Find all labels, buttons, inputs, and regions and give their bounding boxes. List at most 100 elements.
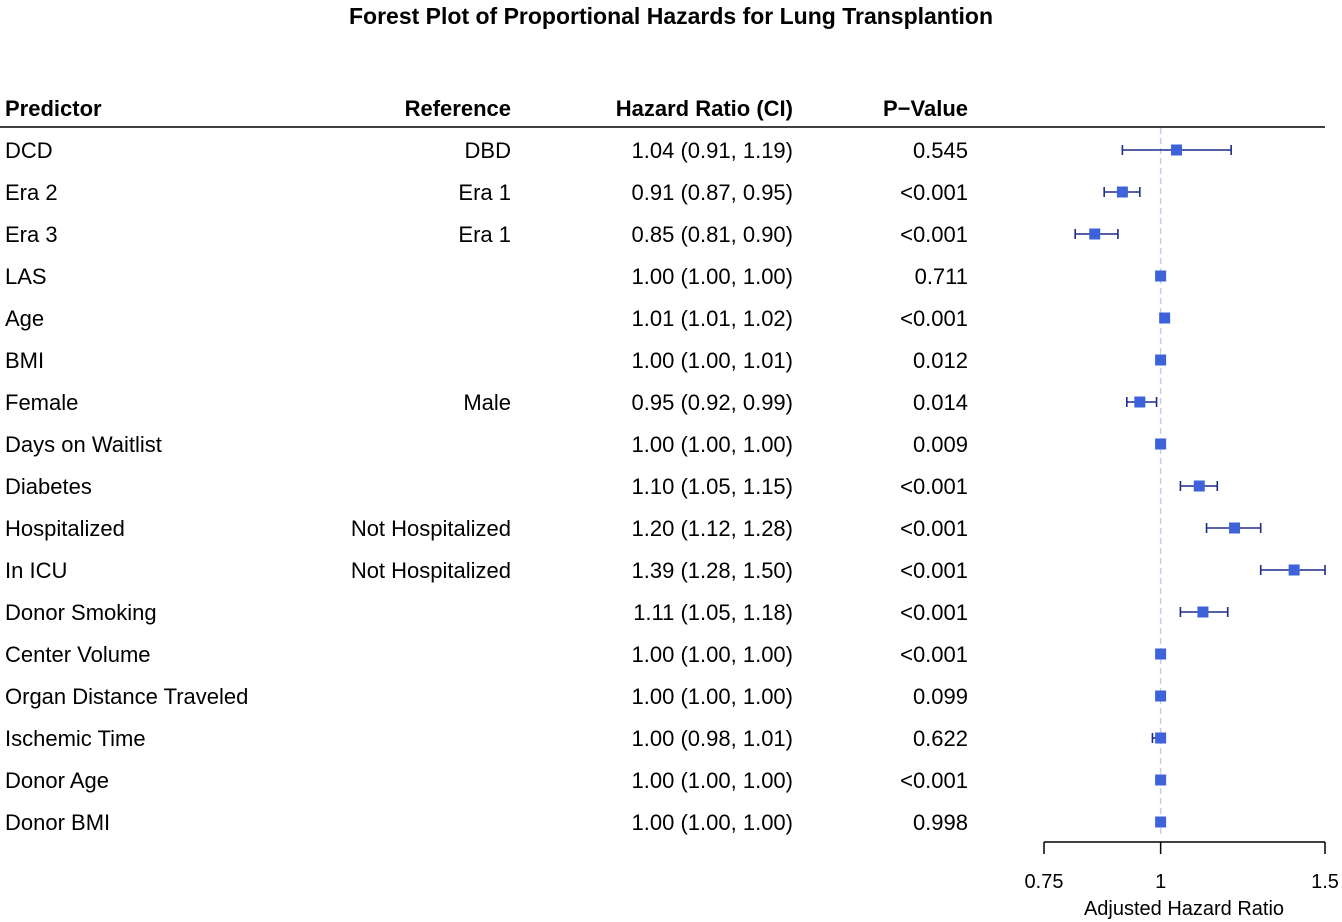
p-value-cell: 0.009	[913, 432, 968, 457]
p-value-cell: <0.001	[900, 768, 968, 793]
hazard-ratio-cell: 1.00 (1.00, 1.00)	[632, 264, 793, 289]
hazard-ratio-point	[1155, 354, 1167, 366]
table-row: Hospitalized Not Hospitalized 1.20 (1.12, …	[5, 516, 968, 541]
predictor-cell: DCD	[5, 138, 53, 163]
p-value-cell: 0.622	[913, 726, 968, 751]
predictor-cell: Diabetes	[5, 474, 92, 499]
x-axis: 0.75 1 1.5 Adjusted Hazard Ratio	[1025, 841, 1339, 920]
table-row: Donor Smoking 1.11 (1.05, 1.18) <0.001	[5, 600, 968, 625]
hazard-ratio-point	[1155, 816, 1167, 828]
predictor-cell: Center Volume	[5, 642, 151, 667]
predictor-cell: Donor Age	[5, 768, 109, 793]
p-value-cell: <0.001	[900, 474, 968, 499]
predictor-cell: Era 2	[5, 180, 58, 205]
chart-title: Forest Plot of Proportional Hazards for …	[349, 3, 993, 29]
predictor-cell: BMI	[5, 348, 44, 373]
hazard-ratio-cell: 1.01 (1.01, 1.02)	[632, 306, 793, 331]
hazard-ratio-cell: 1.00 (1.00, 1.01)	[632, 348, 793, 373]
p-value-cell: 0.998	[913, 810, 968, 835]
hazard-ratio-point	[1116, 186, 1128, 198]
table-row: Donor Age 1.00 (1.00, 1.00) <0.001	[5, 768, 968, 793]
predictor-cell: Organ Distance Traveled	[5, 684, 248, 709]
hazard-ratio-cell: 0.85 (0.81, 0.90)	[632, 222, 793, 247]
table-row: Era 3 Era 1 0.85 (0.81, 0.90) <0.001	[5, 222, 968, 247]
table-row: Era 2 Era 1 0.91 (0.87, 0.95) <0.001	[5, 180, 968, 205]
reference-cell: Male	[463, 390, 511, 415]
header-predictor: Predictor	[5, 96, 102, 121]
hazard-ratio-point	[1171, 144, 1183, 156]
table-row: DCD DBD 1.04 (0.91, 1.19) 0.545	[5, 138, 968, 163]
predictor-cell: Ischemic Time	[5, 726, 146, 751]
hazard-ratio-cell: 1.00 (1.00, 1.00)	[632, 810, 793, 835]
predictor-cell: Era 3	[5, 222, 58, 247]
p-value-cell: <0.001	[900, 222, 968, 247]
hazard-ratio-point	[1159, 312, 1171, 324]
hazard-ratio-cell: 0.95 (0.92, 0.99)	[632, 390, 793, 415]
p-value-cell: <0.001	[900, 306, 968, 331]
hazard-ratio-cell: 1.00 (0.98, 1.01)	[632, 726, 793, 751]
hazard-ratio-point	[1155, 438, 1167, 450]
table-row: Organ Distance Traveled 1.00 (1.00, 1.00)…	[5, 684, 968, 709]
p-value-cell: 0.014	[913, 390, 968, 415]
hazard-ratio-point	[1155, 774, 1167, 786]
predictor-cell: LAS	[5, 264, 47, 289]
table-row: Female Male 0.95 (0.92, 0.99) 0.014	[5, 390, 968, 415]
hazard-ratio-cell: 1.00 (1.00, 1.00)	[632, 642, 793, 667]
table-row: Diabetes 1.10 (1.05, 1.15) <0.001	[5, 474, 968, 499]
reference-cell: Era 1	[458, 180, 511, 205]
table-row: Ischemic Time 1.00 (0.98, 1.01) 0.622	[5, 726, 968, 751]
hazard-ratio-cell: 1.11 (1.05, 1.18)	[633, 600, 793, 625]
hazard-ratio-cell: 1.39 (1.28, 1.50)	[632, 558, 793, 583]
p-value-cell: <0.001	[900, 558, 968, 583]
p-value-cell: 0.545	[913, 138, 968, 163]
table-rows: DCD DBD 1.04 (0.91, 1.19) 0.545 Era 2 Era 1 0.…	[5, 138, 968, 835]
reference-cell: Not Hospitalized	[351, 558, 511, 583]
x-tick-label: 1.5	[1311, 871, 1339, 893]
p-value-cell: <0.001	[900, 642, 968, 667]
predictor-cell: Days on Waitlist	[5, 432, 162, 457]
hazard-ratio-cell: 1.00 (1.00, 1.00)	[632, 768, 793, 793]
table-row: In ICU Not Hospitalized 1.39 (1.28, 1.50) <…	[5, 558, 968, 583]
header-reference: Reference	[405, 96, 511, 121]
hazard-ratio-cell: 1.00 (1.00, 1.00)	[632, 432, 793, 457]
predictor-cell: Donor BMI	[5, 810, 110, 835]
x-tick-label: 0.75	[1025, 871, 1064, 893]
hazard-ratio-cell: 1.04 (0.91, 1.19)	[632, 138, 793, 163]
table-row: LAS 1.00 (1.00, 1.00) 0.711	[5, 264, 968, 289]
hazard-ratio-point	[1197, 606, 1209, 618]
hazard-ratio-point	[1155, 648, 1167, 660]
table-row: Donor BMI 1.00 (1.00, 1.00) 0.998	[5, 810, 968, 835]
p-value-cell: 0.099	[913, 684, 968, 709]
hazard-ratio-point	[1155, 270, 1167, 282]
p-value-cell: <0.001	[900, 600, 968, 625]
hazard-ratio-point	[1155, 732, 1167, 744]
header-hazard-ratio: Hazard Ratio (CI)	[616, 96, 793, 121]
predictor-cell: Donor Smoking	[5, 600, 157, 625]
hazard-ratio-point	[1155, 690, 1167, 702]
hazard-ratio-point	[1193, 480, 1205, 492]
x-axis-label: Adjusted Hazard Ratio	[1084, 898, 1284, 920]
p-value-cell: <0.001	[900, 516, 968, 541]
hazard-ratio-point	[1089, 228, 1101, 240]
table-row: Days on Waitlist 1.00 (1.00, 1.00) 0.009	[5, 432, 968, 457]
x-tick-label: 1	[1155, 871, 1166, 893]
hazard-ratio-cell: 1.20 (1.12, 1.28)	[632, 516, 793, 541]
table-row: Center Volume 1.00 (1.00, 1.00) <0.001	[5, 642, 968, 667]
hazard-ratio-point	[1288, 564, 1300, 576]
reference-cell: DBD	[465, 138, 511, 163]
p-value-cell: 0.012	[913, 348, 968, 373]
predictor-cell: Age	[5, 306, 44, 331]
hazard-ratio-cell: 0.91 (0.87, 0.95)	[632, 180, 793, 205]
p-value-cell: 0.711	[915, 264, 968, 289]
header-p-value: P−Value	[883, 96, 968, 121]
plot-area	[1074, 128, 1326, 834]
reference-cell: Era 1	[458, 222, 511, 247]
hazard-ratio-cell: 1.00 (1.00, 1.00)	[632, 684, 793, 709]
hazard-ratio-cell: 1.10 (1.05, 1.15)	[632, 474, 793, 499]
table-row: Age 1.01 (1.01, 1.02) <0.001	[5, 306, 968, 331]
p-value-cell: <0.001	[900, 180, 968, 205]
predictor-cell: In ICU	[5, 558, 67, 583]
predictor-cell: Hospitalized	[5, 516, 125, 541]
table-row: BMI 1.00 (1.00, 1.01) 0.012	[5, 348, 968, 373]
